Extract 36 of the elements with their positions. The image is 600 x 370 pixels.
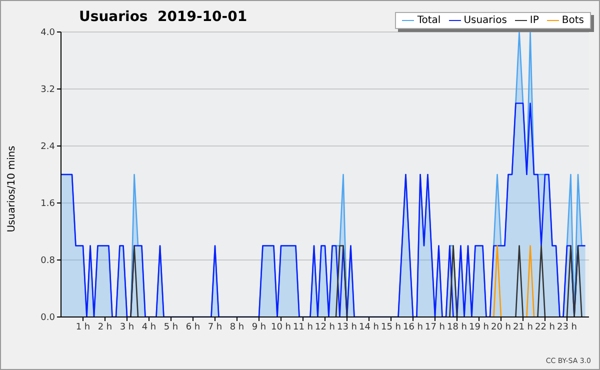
y-tick-label: 0.0 [40,313,56,324]
x-tick-label: 2 h [98,322,112,332]
y-tick-label: 0.8 [40,256,56,266]
y-tick-label: 2.4 [40,142,56,152]
y-tick-label: 3.2 [40,85,55,96]
y-tick-label: 1.6 [40,199,56,210]
y-tick-label: 4.0 [40,28,56,38]
x-tick-label: 22 h [534,322,556,332]
x-tick-label: 8 h [230,322,244,332]
x-tick-label: 23 h [556,322,578,332]
x-tick-label: 16 h [402,322,424,332]
x-tick-label: 14 h [358,322,380,332]
chart-title: Usuarios 2019-10-01 [79,9,248,25]
x-tick-label: 13 h [336,322,358,332]
x-tick-label: 12 h [314,322,336,332]
x-tick-label: 3 h [120,322,134,332]
x-tick-label: 17 h [424,322,446,332]
x-tick-label: 18 h [446,322,468,332]
line-series [61,102,586,317]
x-tick-label: 10 h [270,322,292,332]
x-tick-label: 15 h [380,322,402,332]
x-tick-label: 20 h [490,322,512,332]
x-tick-label: 21 h [512,322,534,332]
x-tick-label: 5 h [164,322,178,332]
x-tick-label: 6 h [186,322,200,332]
legend-label: Total [417,15,441,26]
legend-label: Usuarios [464,15,507,26]
x-tick-label: 11 h [292,322,314,332]
x-tick-label: 1 h [76,322,90,332]
legend-label: Bots [562,15,584,26]
y-axis-title: Usuarios/10 mins [6,146,18,232]
x-tick-label: 19 h [468,322,490,332]
legend-label: IP [530,15,539,26]
x-tick-label: 4 h [142,322,156,332]
x-tick-label: 7 h [208,322,222,332]
x-tick-label: 9 h [252,322,266,332]
